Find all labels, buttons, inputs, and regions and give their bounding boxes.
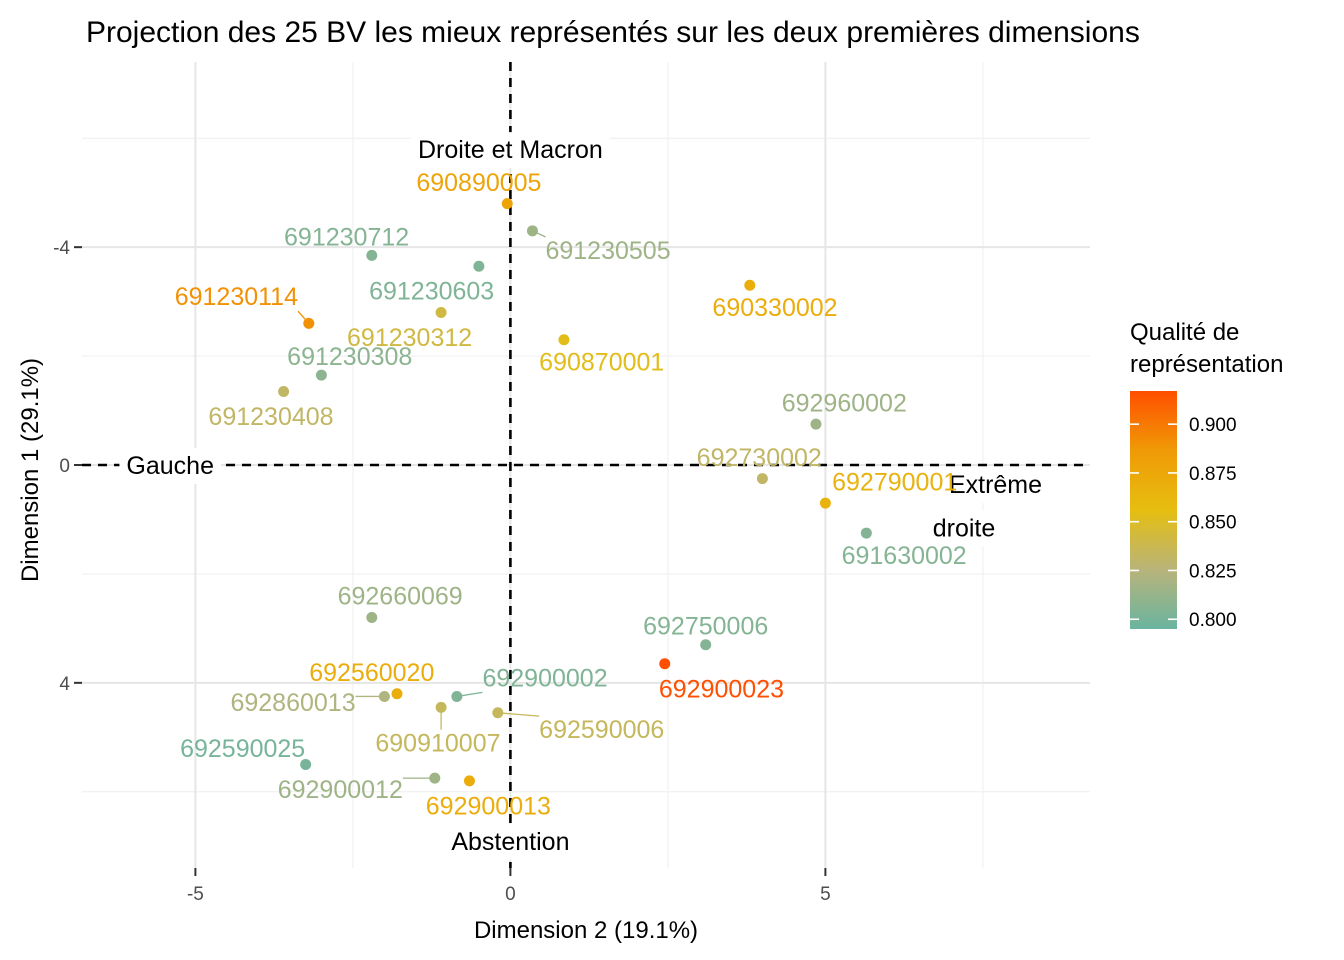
point-label: 691230408 (208, 403, 333, 431)
point-label: 690890005 (416, 169, 541, 197)
point-label: 692860013 (230, 689, 355, 717)
annotation-text: Extrême (949, 471, 1042, 499)
data-point (810, 418, 822, 430)
annotation-background (119, 448, 221, 484)
point-label: 691630002 (842, 542, 967, 570)
y-axis-label: Dimension 1 (29.1%) (17, 358, 44, 582)
reference-lines (82, 62, 1090, 868)
data-point (526, 225, 538, 237)
point-label: 692900013 (426, 792, 551, 820)
points-layer (278, 198, 872, 787)
data-point (300, 759, 312, 771)
legend-colorbar (1130, 391, 1177, 629)
data-point (756, 473, 768, 485)
annotation-text: Gauche (126, 452, 214, 480)
legend-ticks: 0.800 0.825 0.850 0.875 0.900 (1130, 415, 1237, 631)
x-tick-label: -5 (187, 884, 204, 905)
data-point (451, 690, 463, 702)
data-point (435, 307, 447, 319)
legend-tick-label: 0.825 (1189, 561, 1237, 582)
annotation-background (444, 823, 577, 860)
point-label: 692590006 (539, 716, 664, 744)
annotation-text: droite (933, 515, 996, 543)
chart-title: Projection des 25 BV les mieux représent… (86, 16, 1140, 49)
data-point (278, 385, 290, 397)
point-label: 692900023 (659, 675, 784, 703)
data-point (429, 772, 441, 784)
legend-tick-label: 0.850 (1189, 513, 1237, 534)
axis-ticks: -5 0 5 -4 0 4 (53, 238, 831, 905)
point-label: 691230603 (369, 278, 494, 306)
legend-tick-label: 0.800 (1189, 610, 1237, 631)
data-point (744, 279, 756, 291)
point-label: 691230114 (175, 283, 298, 311)
point-label: 692590025 (180, 735, 305, 763)
point-label: 691230505 (545, 237, 670, 265)
data-point (366, 611, 378, 623)
data-point (463, 775, 475, 787)
point-label: 692750006 (643, 613, 768, 641)
point-label: 691230308 (287, 343, 412, 371)
annotation-background (925, 510, 1003, 547)
annotation-background (411, 132, 610, 169)
data-point (473, 260, 485, 272)
data-point (700, 639, 712, 651)
point-labels-layer: 690890005 691230505 691230712 691230603 6903… (175, 169, 967, 821)
point-label: 691230712 (284, 223, 409, 251)
data-point (860, 527, 872, 539)
point-label: 692660069 (338, 583, 463, 611)
data-point (558, 334, 570, 346)
annotation: Gauche (119, 448, 221, 484)
data-point (303, 317, 315, 329)
annotation-text: Droite et Macron (418, 136, 603, 164)
point-label: 691230312 (347, 324, 472, 352)
data-point (501, 198, 513, 210)
annotation-background (941, 467, 1050, 504)
data-point (366, 249, 378, 261)
point-label: 690910007 (375, 730, 500, 758)
data-point (819, 497, 831, 509)
leader-line (497, 712, 540, 717)
data-point (315, 369, 327, 381)
data-point (378, 690, 390, 702)
point-label: 690330002 (712, 294, 837, 322)
legend: Qualité de représentation 0.800 0.825 0.85… (1130, 319, 1283, 631)
legend-tick-label: 0.900 (1189, 415, 1237, 436)
annotation: droite (925, 510, 1003, 547)
annotation-text: Abstention (451, 828, 569, 856)
point-label: 692960002 (782, 389, 907, 417)
data-point (659, 658, 671, 670)
point-label: 692900012 (278, 776, 403, 804)
legend-title-line-1: Qualité de (1130, 319, 1239, 346)
point-label: 690870001 (539, 349, 664, 377)
annotation: Extrême (941, 467, 1050, 504)
point-label: 692560020 (309, 659, 434, 687)
point-label: 692900002 (482, 664, 607, 692)
y-tick-label: 4 (59, 674, 70, 695)
y-tick-label: 0 (59, 456, 70, 477)
data-point (492, 707, 504, 719)
x-tick-label: 0 (505, 884, 516, 905)
legend-tick-label: 0.875 (1189, 464, 1237, 485)
quadrant-annotations: Droite et Macron Gauche Extrême droite Abste… (119, 132, 1050, 860)
point-label: 692790001 (832, 468, 957, 496)
legend-title-line-2: représentation (1130, 351, 1283, 378)
data-point (391, 688, 403, 700)
data-point (435, 701, 447, 713)
annotation: Droite et Macron (411, 132, 610, 169)
x-tick-label: 5 (820, 884, 831, 905)
point-label: 692730002 (697, 444, 822, 472)
annotation: Abstention (444, 823, 577, 860)
x-axis-label: Dimension 2 (19.1%) (474, 917, 698, 944)
y-tick-label: -4 (53, 238, 70, 259)
